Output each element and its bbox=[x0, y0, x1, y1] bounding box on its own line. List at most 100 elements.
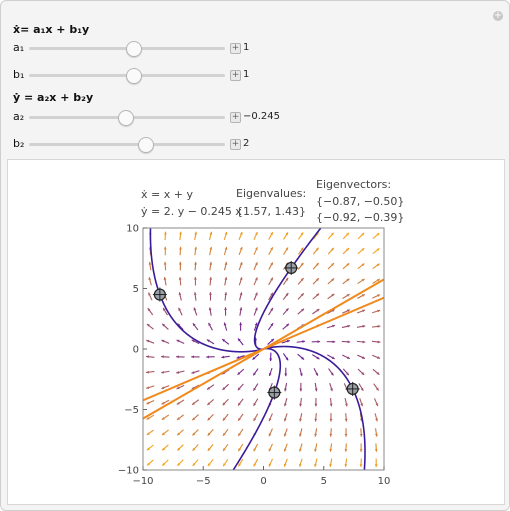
field-arrowhead bbox=[224, 262, 228, 265]
field-arrowhead bbox=[315, 372, 318, 376]
field-arrowhead bbox=[346, 248, 350, 251]
field-arrowhead bbox=[362, 340, 366, 344]
field-arrowhead bbox=[285, 232, 288, 236]
field-arrowhead bbox=[209, 246, 213, 250]
field-arrowhead bbox=[224, 246, 228, 250]
field-arrowhead bbox=[222, 417, 226, 421]
x-tick-label: 10 bbox=[378, 476, 391, 487]
field-arrowhead bbox=[331, 263, 334, 267]
y-tick-label: 10 bbox=[126, 224, 139, 235]
field-arrowhead bbox=[253, 418, 257, 422]
b1-slider-thumb[interactable] bbox=[125, 68, 142, 84]
field-arrowhead bbox=[206, 339, 210, 343]
field-arrowhead bbox=[209, 277, 213, 280]
field-arrowhead bbox=[254, 277, 258, 281]
options-plus-icon[interactable]: + bbox=[493, 10, 503, 21]
field-arrowhead bbox=[254, 292, 258, 296]
field-arrowhead bbox=[346, 372, 349, 376]
field-arrowhead bbox=[209, 261, 213, 265]
field-arrowhead bbox=[285, 277, 289, 281]
field-arrowhead bbox=[270, 232, 273, 236]
field-arrowhead bbox=[254, 262, 258, 266]
field-arrowhead bbox=[316, 356, 320, 360]
field-arrowhead bbox=[194, 261, 197, 265]
y-tick-label: 5 bbox=[133, 284, 139, 295]
a1-slider[interactable] bbox=[29, 41, 225, 57]
a2-value: −0.245 bbox=[243, 111, 281, 122]
field-arrowhead bbox=[299, 388, 303, 392]
field-arrowhead bbox=[192, 323, 196, 327]
field-arrowhead bbox=[252, 356, 256, 360]
field-arrowhead bbox=[222, 339, 226, 342]
field-arrowhead bbox=[286, 339, 290, 343]
b2-plus-button[interactable]: + bbox=[230, 139, 241, 150]
field-arrowhead bbox=[374, 464, 378, 467]
field-arrowhead bbox=[193, 307, 197, 311]
field-arrowhead bbox=[376, 248, 380, 252]
field-arrowhead bbox=[302, 340, 306, 343]
field-arrowhead bbox=[253, 387, 257, 391]
field-arrowhead bbox=[269, 358, 273, 362]
a2-plus-button[interactable]: + bbox=[230, 112, 241, 123]
field-arrowhead bbox=[315, 278, 319, 282]
field-arrowhead bbox=[268, 373, 272, 376]
field-arrowhead bbox=[254, 307, 258, 311]
field-arrowhead bbox=[283, 433, 287, 437]
field-arrowhead bbox=[301, 356, 305, 360]
field-arrowhead bbox=[206, 355, 209, 359]
a1-slider-thumb[interactable] bbox=[125, 41, 142, 57]
b2-slider-thumb[interactable] bbox=[137, 137, 154, 153]
field-arrowhead bbox=[346, 232, 349, 236]
field-arrowhead bbox=[314, 403, 318, 407]
field-arrowhead bbox=[177, 432, 181, 436]
field-arrowhead bbox=[359, 464, 363, 467]
x-axis-ticks: −10 −5 0 5 10 bbox=[132, 466, 390, 487]
locators[interactable] bbox=[152, 260, 360, 400]
field-arrowhead bbox=[329, 433, 333, 437]
field-arrowhead bbox=[238, 463, 242, 467]
field-arrowhead bbox=[146, 401, 150, 405]
field-arrowhead bbox=[315, 262, 319, 266]
field-arrowhead bbox=[176, 386, 180, 390]
field-arrowhead bbox=[163, 307, 166, 311]
field-arrowhead bbox=[177, 417, 180, 420]
field-arrowhead bbox=[344, 434, 348, 437]
field-arrowhead bbox=[239, 277, 243, 281]
eigenvector-2: {−0.92, −0.39} bbox=[316, 211, 404, 224]
field-arrowhead bbox=[374, 433, 378, 437]
field-arrowhead bbox=[331, 356, 335, 359]
field-arrowhead bbox=[300, 293, 304, 297]
field-arrowhead bbox=[270, 323, 274, 327]
y-equation-label: ẏ = a₂x + b₂y bbox=[13, 91, 94, 104]
a1-plus-button[interactable]: + bbox=[230, 43, 241, 54]
eigenvalues-title: Eigenvalues: bbox=[236, 187, 306, 200]
field-arrowhead bbox=[176, 355, 179, 359]
field-arrowhead bbox=[223, 463, 226, 467]
field-arrowhead bbox=[191, 355, 194, 359]
field-arrowhead bbox=[192, 447, 196, 451]
field-arrowhead bbox=[161, 432, 165, 436]
field-arrowhead bbox=[270, 307, 273, 311]
field-arrowhead bbox=[177, 462, 181, 466]
field-arrowhead bbox=[346, 309, 350, 313]
field-arrowhead bbox=[253, 372, 256, 376]
field-arrowhead bbox=[299, 433, 302, 437]
field-arrowhead bbox=[254, 322, 258, 326]
field-arrowhead bbox=[283, 403, 287, 407]
b1-slider[interactable] bbox=[29, 68, 225, 84]
field-arrowhead bbox=[344, 449, 348, 452]
field-arrowhead bbox=[237, 387, 241, 391]
eigenvectors-title: Eigenvectors: bbox=[316, 178, 391, 191]
trajectory-curve bbox=[232, 392, 276, 470]
field-arrowhead bbox=[208, 307, 212, 311]
field-arrowhead bbox=[315, 247, 319, 251]
field-arrowhead bbox=[176, 401, 180, 405]
a2-slider[interactable] bbox=[29, 110, 225, 126]
a2-slider-thumb[interactable] bbox=[118, 110, 135, 126]
field-arrowhead bbox=[207, 463, 211, 467]
b2-slider[interactable] bbox=[29, 137, 225, 153]
field-arrowhead bbox=[283, 418, 287, 422]
field-arrowhead bbox=[347, 340, 351, 344]
b1-plus-button[interactable]: + bbox=[230, 70, 241, 81]
field-arrowhead bbox=[344, 464, 348, 467]
